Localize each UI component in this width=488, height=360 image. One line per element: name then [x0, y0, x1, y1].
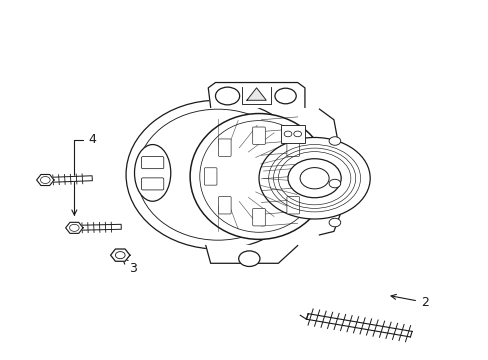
Circle shape	[287, 159, 341, 198]
Ellipse shape	[190, 113, 327, 239]
Polygon shape	[65, 222, 83, 233]
Text: 4: 4	[72, 133, 96, 215]
Ellipse shape	[126, 100, 309, 249]
FancyBboxPatch shape	[280, 125, 305, 143]
Ellipse shape	[137, 109, 298, 240]
Polygon shape	[37, 175, 54, 185]
Circle shape	[328, 137, 340, 145]
FancyBboxPatch shape	[252, 127, 265, 144]
FancyBboxPatch shape	[218, 197, 231, 214]
Circle shape	[215, 87, 239, 105]
Polygon shape	[246, 88, 265, 100]
Ellipse shape	[200, 121, 318, 232]
FancyBboxPatch shape	[252, 208, 265, 226]
FancyBboxPatch shape	[286, 139, 299, 156]
FancyBboxPatch shape	[141, 157, 163, 168]
FancyBboxPatch shape	[286, 197, 299, 214]
Circle shape	[274, 88, 296, 104]
Polygon shape	[208, 82, 305, 107]
Ellipse shape	[134, 145, 170, 201]
FancyBboxPatch shape	[204, 168, 217, 185]
Circle shape	[300, 168, 328, 189]
Polygon shape	[306, 314, 411, 337]
Polygon shape	[45, 176, 92, 183]
Circle shape	[328, 179, 340, 188]
Text: 2: 2	[390, 294, 428, 309]
Polygon shape	[205, 246, 297, 263]
Circle shape	[328, 218, 340, 227]
Text: 3: 3	[122, 259, 137, 275]
FancyBboxPatch shape	[301, 168, 313, 185]
Circle shape	[259, 138, 369, 219]
FancyBboxPatch shape	[141, 178, 163, 190]
Text: 1: 1	[327, 177, 365, 192]
Circle shape	[238, 251, 260, 266]
FancyBboxPatch shape	[218, 139, 231, 156]
Polygon shape	[110, 249, 130, 261]
Polygon shape	[74, 224, 121, 230]
